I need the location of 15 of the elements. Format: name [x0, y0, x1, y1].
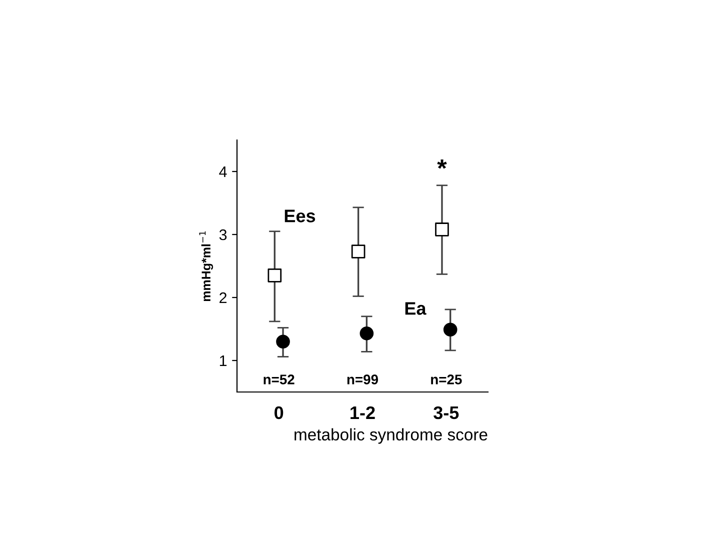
x-tick-label: 1-2: [350, 406, 375, 419]
y-tick-label: 3: [219, 229, 227, 240]
series-label: Ea: [405, 302, 426, 315]
x-tick-label: 0: [274, 406, 284, 420]
annotation: n=52: [264, 374, 294, 384]
y-tick-label: 4: [219, 166, 227, 178]
annotation: *: [437, 160, 447, 169]
annotation: n=99: [347, 374, 378, 384]
annotation: n=25: [431, 374, 462, 384]
y-axis-title: mmHg*ml$^{−1}$: [199, 231, 214, 302]
y-tick-label: 2: [220, 292, 227, 304]
x-tick-label: 3-5: [434, 406, 459, 420]
text: Ees: [284, 210, 316, 222]
y-tick-label: 1: [220, 356, 227, 366]
x-axis-title: metabolic syndrome score: [294, 428, 488, 444]
